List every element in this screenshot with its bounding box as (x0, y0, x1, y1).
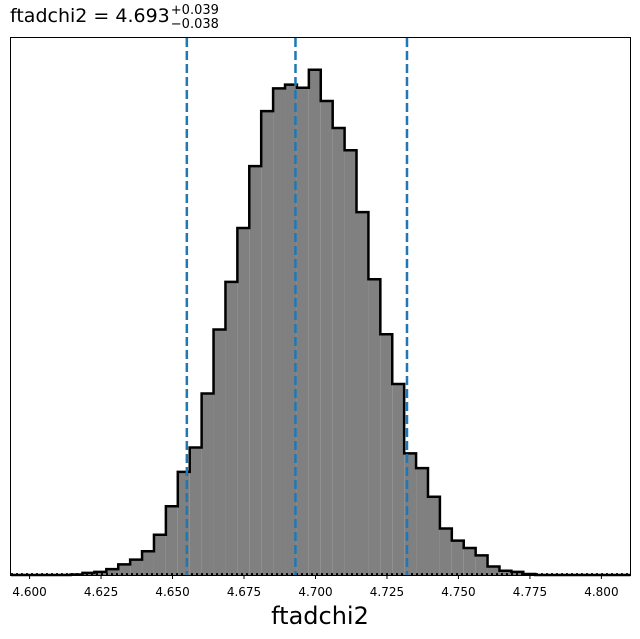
title-lower-error: −0.038 (171, 17, 219, 32)
histogram-bar (416, 468, 428, 575)
x-tick-label: 4.650 (155, 585, 189, 599)
x-tick-label: 4.675 (227, 585, 261, 599)
histogram-bar (499, 570, 512, 575)
histogram-bar (451, 540, 464, 575)
histogram-bar (308, 69, 321, 576)
histogram-bar (249, 166, 262, 575)
title-value: 4.693 (115, 5, 169, 27)
histogram-bar (356, 212, 369, 575)
histogram-bar (153, 534, 166, 575)
x-axis-ticks: 4.600 4.625 4.650 4.675 4.700 4.725 4.750 4.775… (12, 575, 619, 599)
histogram-bar (225, 281, 238, 575)
histogram-bars (70, 69, 536, 576)
histogram-bar (404, 453, 417, 575)
x-tick-label: 4.800 (584, 585, 618, 599)
chart-title: ftadchi2 = 4.693 (10, 5, 170, 27)
histogram-bar (380, 334, 393, 575)
plot-area (11, 38, 631, 577)
histogram-bar (463, 548, 476, 575)
histogram-bar (118, 564, 131, 575)
histogram-bar (261, 111, 274, 575)
histogram-bar (273, 88, 286, 575)
histogram-bar (368, 279, 381, 575)
histogram-bar (201, 393, 214, 575)
histogram-bar (177, 471, 190, 575)
histogram-bar (142, 551, 154, 575)
histogram-bar (237, 227, 250, 575)
x-tick-label: 4.700 (298, 585, 332, 599)
histogram-bar (392, 384, 405, 575)
histogram-bar (296, 87, 309, 575)
plot-frame (10, 37, 631, 576)
x-tick-label: 4.725 (370, 585, 404, 599)
x-tick-label: 4.625 (84, 585, 118, 599)
histogram-bar (487, 566, 500, 575)
histogram-bar (427, 496, 440, 575)
histogram-bar (213, 329, 226, 575)
title-equals: = (87, 5, 115, 27)
x-tick-label: 4.775 (513, 585, 547, 599)
title-param: ftadchi2 (10, 5, 87, 27)
x-axis-label: ftadchi2 (271, 602, 369, 630)
histogram-bar (189, 447, 202, 575)
x-tick-label: 4.750 (441, 585, 475, 599)
histogram-bar (344, 150, 357, 575)
histogram-bar (94, 571, 107, 575)
title-upper-error: +0.039 (171, 3, 219, 18)
histogram-bar (285, 84, 297, 575)
histogram-bar (106, 569, 119, 575)
histogram-bar (332, 127, 345, 576)
histogram-bar (475, 555, 488, 575)
histogram-bar (165, 506, 178, 575)
histogram-bar (130, 559, 143, 575)
histogram-bar (320, 101, 333, 576)
x-tick-label: 4.600 (12, 585, 46, 599)
histogram-bar (439, 528, 452, 575)
histogram-outline (11, 68, 631, 577)
